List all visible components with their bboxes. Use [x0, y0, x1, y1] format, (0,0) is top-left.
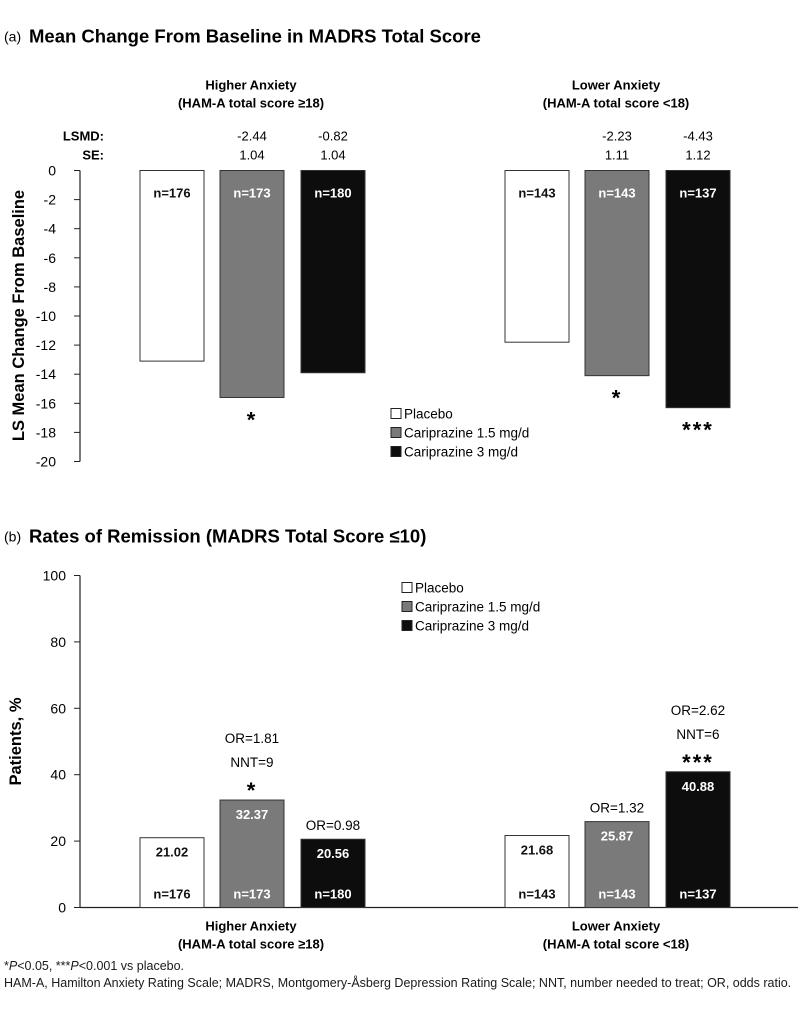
panel-a-significance-marker: ***	[682, 418, 714, 443]
panel-b-bar-n-label: n=173	[233, 887, 270, 902]
panel-b-y-tick-label: 60	[50, 700, 66, 716]
panel-b-legend-swatch	[401, 601, 413, 612]
panel-b-significance-marker: ***	[682, 750, 714, 775]
panel-a-y-tick-label: -10	[36, 308, 56, 324]
panel-a-se-value: 1.11	[605, 148, 629, 163]
panel-b-legend-swatch	[401, 582, 413, 593]
panel-a-bar	[139, 170, 205, 362]
panel-b-annotation: NNT=9	[230, 755, 273, 770]
panel-a-legend-swatch	[390, 427, 402, 438]
panel-b-bar-value-label: 40.88	[682, 779, 715, 794]
panel-b-annotation: NNT=6	[676, 727, 719, 742]
panel-b-legend-label: Placebo	[415, 581, 464, 596]
panel-a-bar-n-label: n=180	[314, 186, 351, 201]
panel-b-y-tick-label: 100	[43, 568, 67, 584]
panel-b-group-sublabel: (HAM-A total score ≥18)	[178, 937, 324, 952]
panel-b-bar-value-label: 21.68	[521, 843, 554, 858]
panel-b-bar-n-label: n=143	[518, 887, 555, 902]
panel-a-y-tick-label: -6	[44, 250, 57, 266]
panel-b-bar-n-label: n=137	[679, 887, 716, 902]
panel-a-bar-n-label: n=176	[153, 186, 190, 201]
panel-a-legend-swatch	[390, 408, 402, 419]
panel-b-bar	[665, 771, 731, 908]
panel-a-y-tick-label: -4	[44, 221, 57, 237]
panel-b-y-tick-label: 40	[50, 767, 66, 783]
panel-a-legend-label: Placebo	[404, 407, 453, 422]
panel-b-title: Rates of Remission (MADRS Total Score ≤1…	[29, 526, 426, 547]
panel-a-group-label: Lower Anxiety	[572, 78, 661, 93]
panel-b-annotation: OR=1.32	[590, 801, 644, 816]
panel-a-y-tick-label: -18	[36, 424, 56, 440]
panel-b-y-tick-label: 20	[50, 833, 66, 849]
panel-b-group-sublabel: (HAM-A total score <18)	[543, 937, 690, 952]
panel-a-se-value: 1.12	[685, 148, 710, 163]
panel-a-significance-marker: *	[612, 386, 623, 411]
panel-a-bar-n-label: n=143	[518, 186, 555, 201]
panel-b-annotation: OR=2.62	[671, 703, 725, 718]
panel-b-bar	[300, 838, 366, 908]
panel-b-y-axis-label: Patients, %	[7, 697, 25, 785]
footnotes: *P<0.05, ***P<0.001 vs placebo. HAM-A, H…	[4, 958, 796, 992]
se-row-label: SE:	[82, 148, 104, 163]
panel-a-legend-label: Cariprazine 1.5 mg/d	[404, 426, 529, 441]
panel-a-bar	[504, 170, 570, 343]
panel-b-legend-swatch	[401, 620, 413, 631]
panel-a-lsmd-value: -2.23	[602, 129, 632, 144]
panel-a-legend-swatch	[390, 446, 402, 457]
panel-b-bar-value-label: 32.37	[236, 807, 269, 822]
panel-b-bar-value-label: 21.02	[156, 845, 189, 860]
panel-a-title: Mean Change From Baseline in MADRS Total…	[29, 26, 481, 47]
panel-a-y-tick-label: 0	[48, 163, 56, 179]
lsmd-row-label: LSMD:	[63, 129, 104, 144]
panel-a-group-sublabel: (HAM-A total score ≥18)	[178, 96, 324, 111]
panel-a-group-sublabel: (HAM-A total score <18)	[543, 96, 690, 111]
panel-a-bar-n-label: n=143	[598, 186, 635, 201]
panel-a-bar	[219, 170, 285, 398]
significance-footnote: *P<0.05, ***P<0.001 vs placebo.	[4, 959, 185, 973]
panel-a-lsmd-value: -2.44	[237, 129, 267, 144]
panel-b-legend-label: Cariprazine 1.5 mg/d	[415, 600, 540, 615]
panel-b-bar	[584, 821, 650, 908]
panel-b-bar	[219, 799, 285, 909]
panel-a-legend-label: Cariprazine 3 mg/d	[404, 445, 518, 460]
panel-a-bar-n-label: n=173	[233, 186, 270, 201]
panel-a-y-tick-label: -12	[36, 337, 56, 353]
panel-a-y-tick-label: -8	[44, 279, 57, 295]
panel-a-bar-n-label: n=137	[679, 186, 716, 201]
panel-a-bar	[584, 170, 650, 377]
panel-a-y-tick-label: -16	[36, 395, 56, 411]
panel-a-se-value: 1.04	[239, 148, 264, 163]
panel-a-lsmd-value: -4.43	[683, 129, 713, 144]
panel-b-bar-value-label: 25.87	[601, 829, 634, 844]
panel-a-y-tick-label: -14	[36, 366, 56, 382]
panel-a-bar	[300, 170, 366, 374]
panel-b-annotation: OR=0.98	[306, 818, 360, 833]
panel-a-y-tick-label: -20	[36, 454, 56, 470]
abbreviations-footnote: HAM-A, Hamilton Anxiety Rating Scale; MA…	[4, 976, 792, 990]
panel-b-bar-n-label: n=143	[598, 887, 635, 902]
panel-b-bar-n-label: n=176	[153, 887, 190, 902]
panel-b-label: (b)	[4, 529, 21, 545]
panel-b-bar	[139, 837, 205, 909]
panel-b-group-label: Higher Anxiety	[205, 919, 297, 934]
panel-b-bar-n-label: n=180	[314, 887, 351, 902]
panel-a-y-tick-label: -2	[44, 192, 57, 208]
panel-b-y-tick-label: 80	[50, 634, 66, 650]
panel-a-lsmd-value: -0.82	[318, 129, 348, 144]
panel-a-significance-marker: *	[247, 407, 258, 432]
panel-a-group-label: Higher Anxiety	[205, 78, 297, 93]
panel-b-annotation: OR=1.81	[225, 731, 279, 746]
panel-b-significance-marker: *	[247, 778, 258, 803]
panel-a-y-axis-label: LS Mean Change From Baseline	[10, 190, 28, 441]
panel-b-group-label: Lower Anxiety	[572, 919, 661, 934]
panel-b-legend-label: Cariprazine 3 mg/d	[415, 619, 529, 634]
panel-a-se-value: 1.04	[320, 148, 345, 163]
panel-b-bar-value-label: 20.56	[317, 846, 350, 861]
panel-b-y-tick-label: 0	[58, 900, 66, 916]
panel-b-bar	[504, 835, 570, 908]
panel-a-bar	[665, 170, 731, 409]
panel-a-label: (a)	[4, 29, 21, 45]
